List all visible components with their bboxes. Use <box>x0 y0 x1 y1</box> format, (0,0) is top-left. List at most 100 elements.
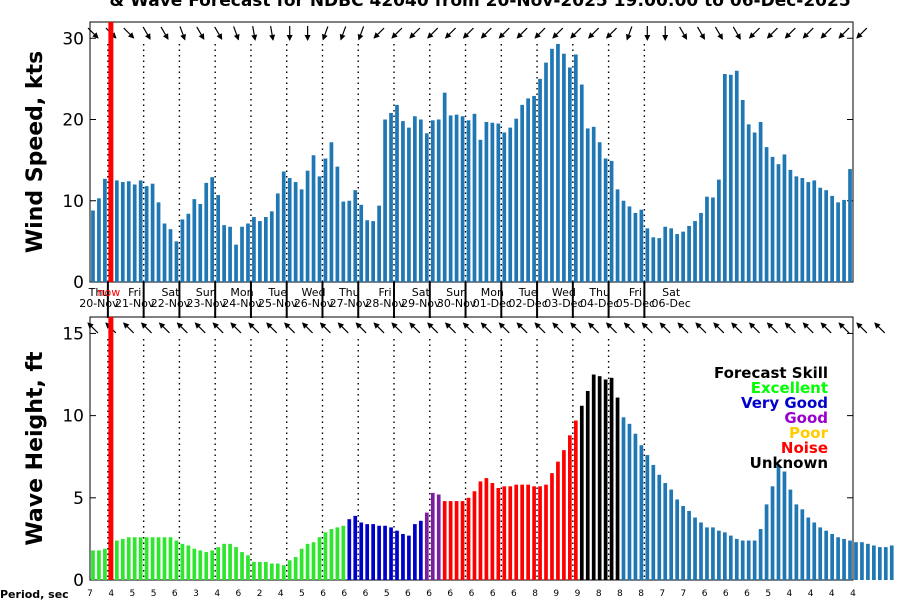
chart-title: & Wave Forecast for NDBC 42040 from 20-N… <box>109 0 850 11</box>
wind-bar <box>353 190 358 282</box>
wave-bar <box>210 550 215 580</box>
wind-direction-arrow <box>427 27 439 39</box>
wind-bar <box>341 201 346 282</box>
wind-date-label: 29-Nov <box>401 297 441 310</box>
wave-bar <box>103 548 107 580</box>
wind-plot-frame <box>89 21 854 283</box>
wave-direction-arrow <box>713 322 725 334</box>
wind-ytick-label: 30 <box>62 29 84 49</box>
wave-bar <box>496 487 501 580</box>
wave-direction-arrow <box>731 322 743 334</box>
wave-bar <box>872 545 876 580</box>
arrow-head <box>838 32 845 39</box>
wind-direction-arrow <box>732 26 741 40</box>
wind-bar <box>484 121 489 282</box>
wave-bar <box>651 464 656 580</box>
wind-bar <box>258 221 262 282</box>
period-value: 7 <box>659 589 665 599</box>
wave-bar <box>532 486 536 580</box>
period-value: 5 <box>130 589 136 599</box>
wave-bar <box>842 538 846 580</box>
wind-bar <box>615 189 620 283</box>
wind-ylabel: Wind Speed, kts <box>23 51 48 253</box>
wind-bar <box>734 70 739 282</box>
wind-direction-arrow <box>552 27 564 39</box>
wind-bar <box>97 198 101 282</box>
wind-direction-arrow <box>570 27 582 39</box>
wave-bar <box>448 501 453 580</box>
wave-bar <box>556 461 560 580</box>
period-value: 6 <box>723 589 729 599</box>
wind-bar <box>562 53 566 282</box>
wave-bar <box>782 471 787 580</box>
wave-direction-arrow <box>748 322 760 334</box>
wind-bar <box>156 202 161 283</box>
period-value: 2 <box>257 589 263 599</box>
wave-bar <box>621 417 626 580</box>
wind-bar <box>359 204 364 282</box>
wind-ytick-label: 0 <box>73 273 84 293</box>
wind-direction-arrow <box>373 27 385 39</box>
wave-bar <box>132 537 137 580</box>
wave-direction-arrow <box>838 322 850 334</box>
arrow-head <box>552 322 559 329</box>
wind-day-label: Tue <box>518 286 538 299</box>
arrow-head <box>731 322 738 329</box>
wave-bar <box>687 510 691 580</box>
arrow-head <box>212 322 219 329</box>
wind-bar <box>466 120 471 282</box>
wind-direction-arrow <box>498 27 510 39</box>
wave-direction-arrow <box>301 322 313 334</box>
legend-item: Poor <box>789 424 829 442</box>
wave-bar <box>305 543 310 580</box>
wind-direction-arrow <box>286 26 293 41</box>
wave-bar <box>591 374 596 580</box>
wave-direction-arrow <box>856 322 868 334</box>
wave-bar <box>222 543 226 580</box>
period-value: 6 <box>363 589 369 599</box>
wave-bar <box>514 484 519 580</box>
wind-bar <box>389 113 393 282</box>
wave-bar <box>866 543 870 580</box>
arrow-head <box>838 322 845 329</box>
wave-bar <box>168 537 173 580</box>
wave-direction-arrow <box>623 322 635 334</box>
wave-bar <box>293 556 298 580</box>
wave-direction-arrow <box>140 322 152 334</box>
wave-bar <box>359 522 364 580</box>
wind-bar <box>472 113 477 282</box>
wave-plot-frame <box>89 316 854 581</box>
arrow-head <box>802 322 810 329</box>
wave-direction-arrow <box>123 322 135 334</box>
wind-bar <box>478 139 483 282</box>
arrow-head <box>588 322 595 329</box>
legend-item: Good <box>784 409 828 427</box>
period-value: 6 <box>490 589 496 599</box>
wave-direction-arrow <box>176 322 188 334</box>
arrow-head <box>176 322 184 329</box>
wind-day-label: Wed <box>302 286 326 299</box>
wind-bar <box>442 92 447 282</box>
wind-date-label: 24-Nov <box>222 297 262 310</box>
wind-direction-arrow <box>802 27 814 39</box>
wind-bar <box>418 119 423 282</box>
wind-bar <box>168 229 173 282</box>
wind-bar <box>216 195 221 282</box>
wind-bar <box>603 158 608 282</box>
wind-bar <box>448 115 453 282</box>
wave-bar <box>830 533 834 580</box>
wind-bar <box>377 205 381 283</box>
wind-direction-arrow <box>662 26 669 41</box>
wave-bar <box>818 527 823 580</box>
wind-direction-arrow <box>304 26 311 41</box>
wave-bar <box>889 545 894 580</box>
period-row: Period, sec 7 4 5 5 6 3 4 6 2 4 5 6 6 6 5 6 6 6 6 6 6 8 9 9 8 8 8 7 7… <box>0 588 856 600</box>
arrow-head <box>266 322 273 329</box>
period-value: 6 <box>744 589 750 599</box>
wave-bar <box>204 552 209 580</box>
wave-bar <box>407 535 411 580</box>
wave-ytick-label: 5 <box>73 489 84 509</box>
wind-bar <box>502 132 507 282</box>
wave-direction-arrow <box>498 322 510 334</box>
wind-bar <box>490 122 495 282</box>
